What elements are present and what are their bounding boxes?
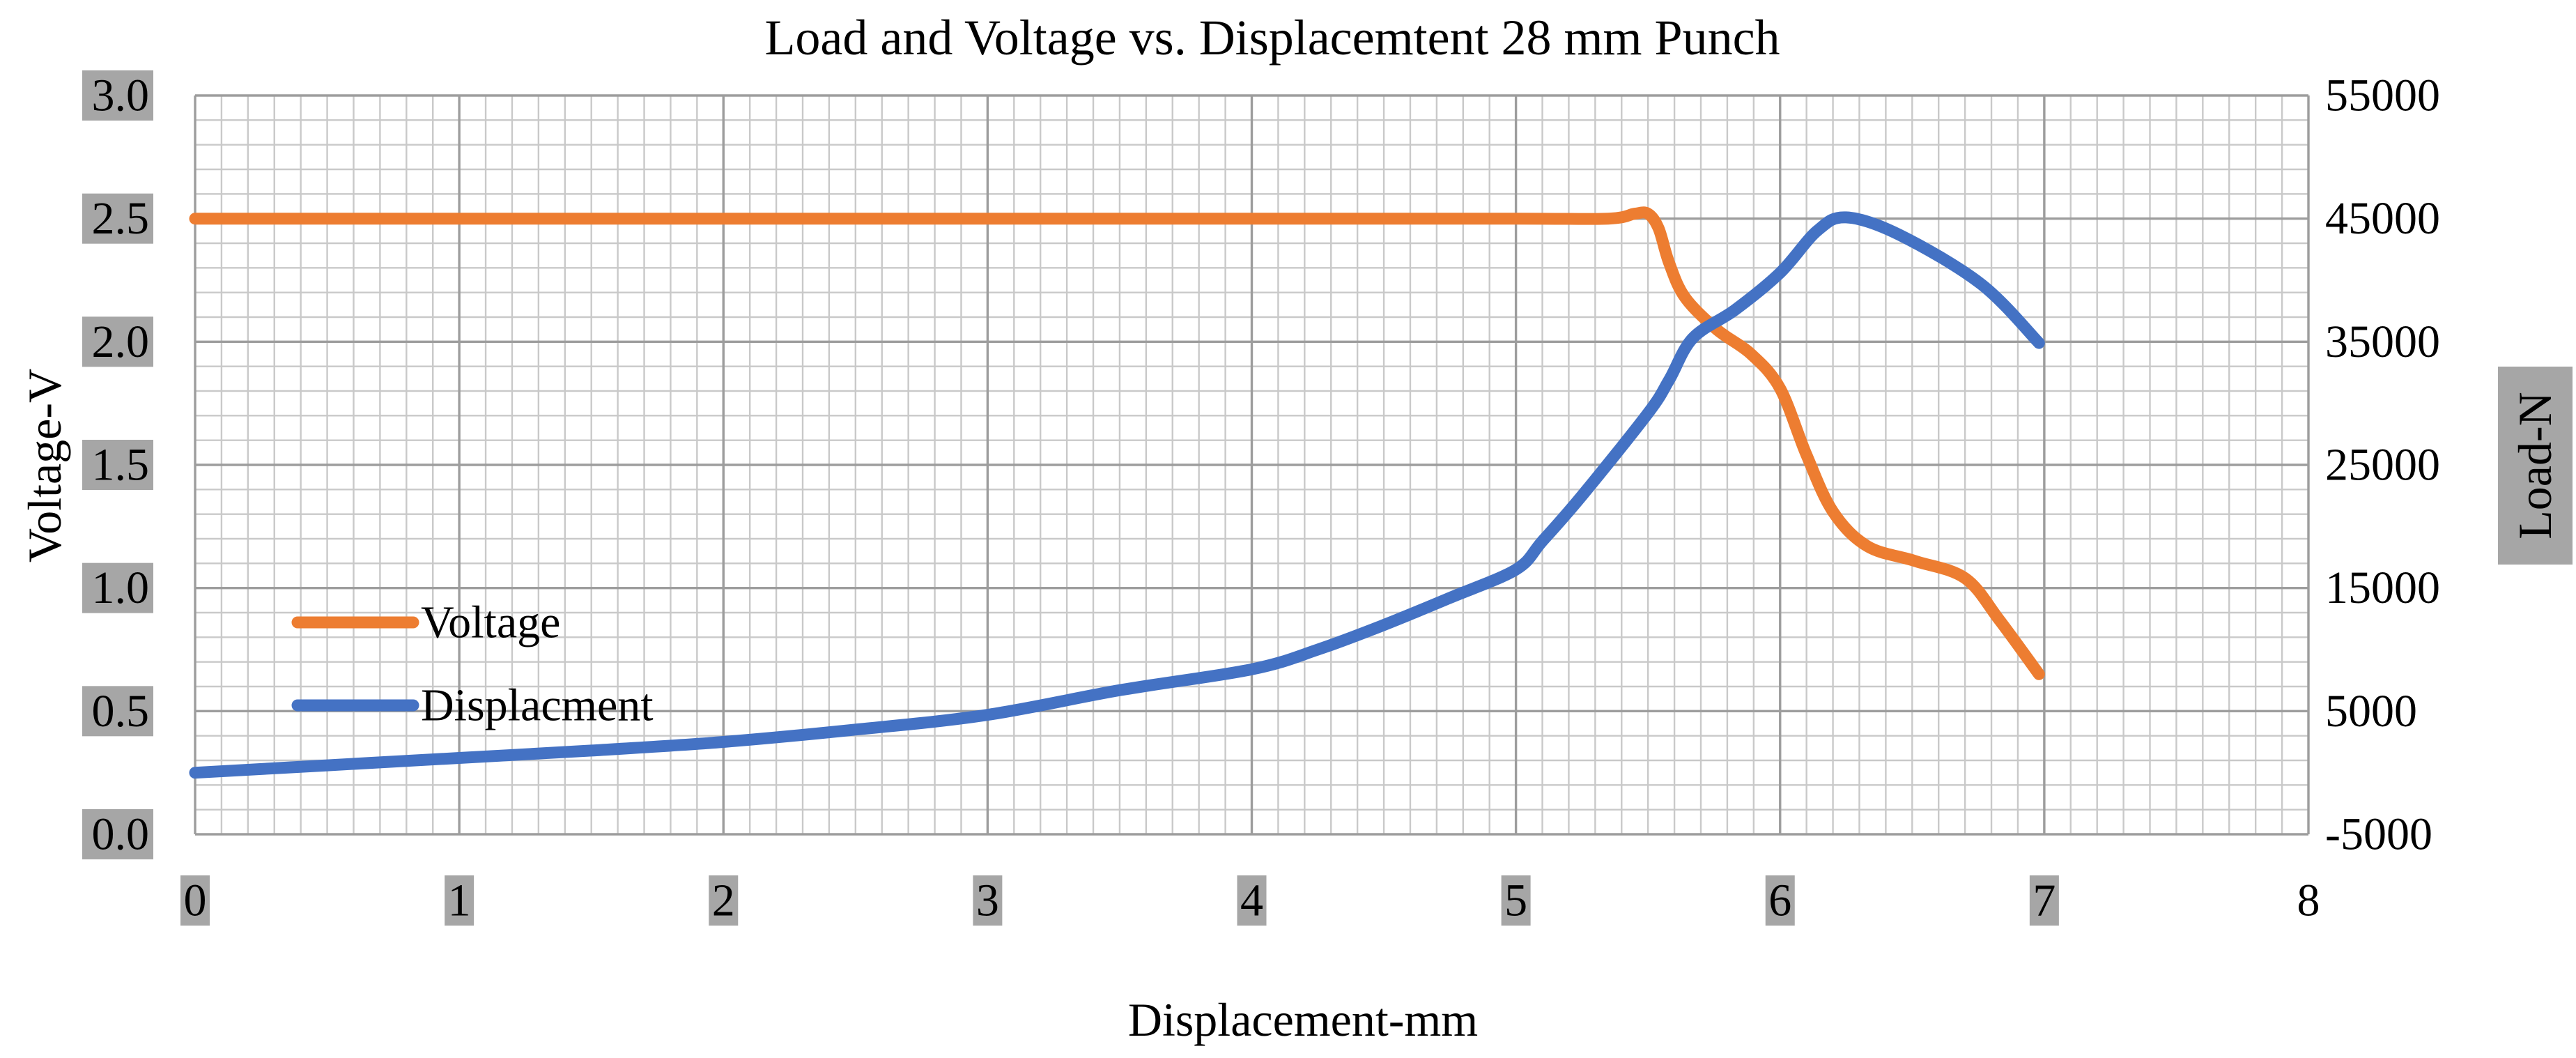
- legend: Voltage Displacment: [291, 597, 654, 731]
- y-tick-left-bg: [82, 562, 153, 613]
- x-tick-label: 0: [184, 875, 207, 926]
- y-tick-left: 2.5: [82, 193, 153, 244]
- x-tick-label: 2: [712, 875, 735, 926]
- legend-item-displacment: Displacment: [291, 680, 654, 731]
- y-axis-right-title-group: Load-N: [2498, 367, 2573, 565]
- y-tick-left-label: 0.0: [92, 809, 150, 860]
- x-tick-bg: [1237, 875, 1267, 926]
- y-tick-right-label: 35000: [2325, 316, 2440, 367]
- x-tick-label: 7: [2033, 875, 2056, 926]
- x-tick-bg: [180, 875, 210, 926]
- x-tick: 5: [1501, 875, 1531, 926]
- y-tick-left-bg: [82, 316, 153, 367]
- x-tick-label: 8: [2297, 875, 2320, 926]
- x-tick: 7: [2029, 875, 2059, 926]
- y-tick-left: 2.0: [82, 316, 153, 367]
- y-tick-left-bg: [82, 70, 153, 121]
- x-axis-ticks: 0 1 2 3 4 5 6 7 8: [180, 875, 2320, 926]
- series-line-voltage: [189, 206, 2045, 680]
- y-tick-right-label: 25000: [2325, 440, 2440, 491]
- x-axis-title: Displacement-mm: [1128, 993, 1478, 1046]
- x-tick-label: 6: [1768, 875, 1791, 926]
- y-tick-right-label: 15000: [2325, 562, 2440, 613]
- y-tick-left-bg: [82, 809, 153, 859]
- legend-label-displacment: Displacment: [421, 680, 654, 731]
- y-tick-left-bg: [82, 440, 153, 490]
- y-axis-left-title: Voltage-V: [18, 369, 71, 562]
- y-tick-left-label: 2.0: [92, 316, 150, 367]
- y-tick-left: 1.5: [82, 440, 153, 491]
- series-line-displacment: [189, 211, 2045, 779]
- series-lines: [189, 206, 2045, 779]
- y-axis-right-title-bg: [2498, 367, 2573, 565]
- x-tick: 3: [973, 875, 1003, 926]
- x-tick-bg: [1501, 875, 1531, 926]
- x-tick-bg: [1765, 875, 1795, 926]
- x-tick: 1: [445, 875, 475, 926]
- y-tick-right-label: 55000: [2325, 70, 2440, 121]
- y-axis-left-ticks: 0.0 0.5 1.0 1.5 2.0 2.5 3.0: [82, 70, 153, 860]
- y-tick-left-label: 3.0: [92, 70, 150, 121]
- y-tick-right-label: 45000: [2325, 193, 2440, 244]
- y-tick-right-label: -5000: [2325, 809, 2432, 860]
- y-axis-right-title: Load-N: [2508, 392, 2561, 539]
- y-tick-left: 0.0: [82, 809, 153, 860]
- x-tick-label: 5: [1504, 875, 1527, 926]
- y-axis-right-ticks: -5000 5000 15000 25000 35000 45000 55000: [2325, 70, 2440, 860]
- y-tick-left-bg: [82, 193, 153, 244]
- y-tick-left-bg: [82, 686, 153, 737]
- y-tick-left-label: 0.5: [92, 686, 150, 737]
- legend-item-voltage: Voltage: [291, 597, 560, 648]
- x-tick-label: 3: [976, 875, 999, 926]
- y-tick-left-label: 2.5: [92, 193, 150, 244]
- chart-title: Load and Voltage vs. Displacemtent 28 mm…: [764, 10, 1780, 66]
- y-tick-left: 3.0: [82, 70, 153, 121]
- y-tick-left: 1.0: [82, 562, 153, 613]
- legend-label-voltage: Voltage: [421, 597, 560, 648]
- x-tick-label: 1: [448, 875, 471, 926]
- x-tick-bg: [445, 875, 475, 926]
- x-tick: 0: [180, 875, 210, 926]
- y-tick-left: 0.5: [82, 686, 153, 737]
- y-tick-right-label: 5000: [2325, 686, 2417, 737]
- x-tick-bg: [2029, 875, 2059, 926]
- x-tick-bg: [709, 875, 739, 926]
- x-tick: 4: [1237, 875, 1267, 926]
- x-tick-bg: [973, 875, 1003, 926]
- x-tick: 8: [2297, 875, 2320, 926]
- x-tick: 6: [1765, 875, 1795, 926]
- y-tick-left-label: 1.0: [92, 562, 150, 613]
- y-tick-left-label: 1.5: [92, 440, 150, 491]
- x-tick-label: 4: [1240, 875, 1263, 926]
- x-tick: 2: [709, 875, 739, 926]
